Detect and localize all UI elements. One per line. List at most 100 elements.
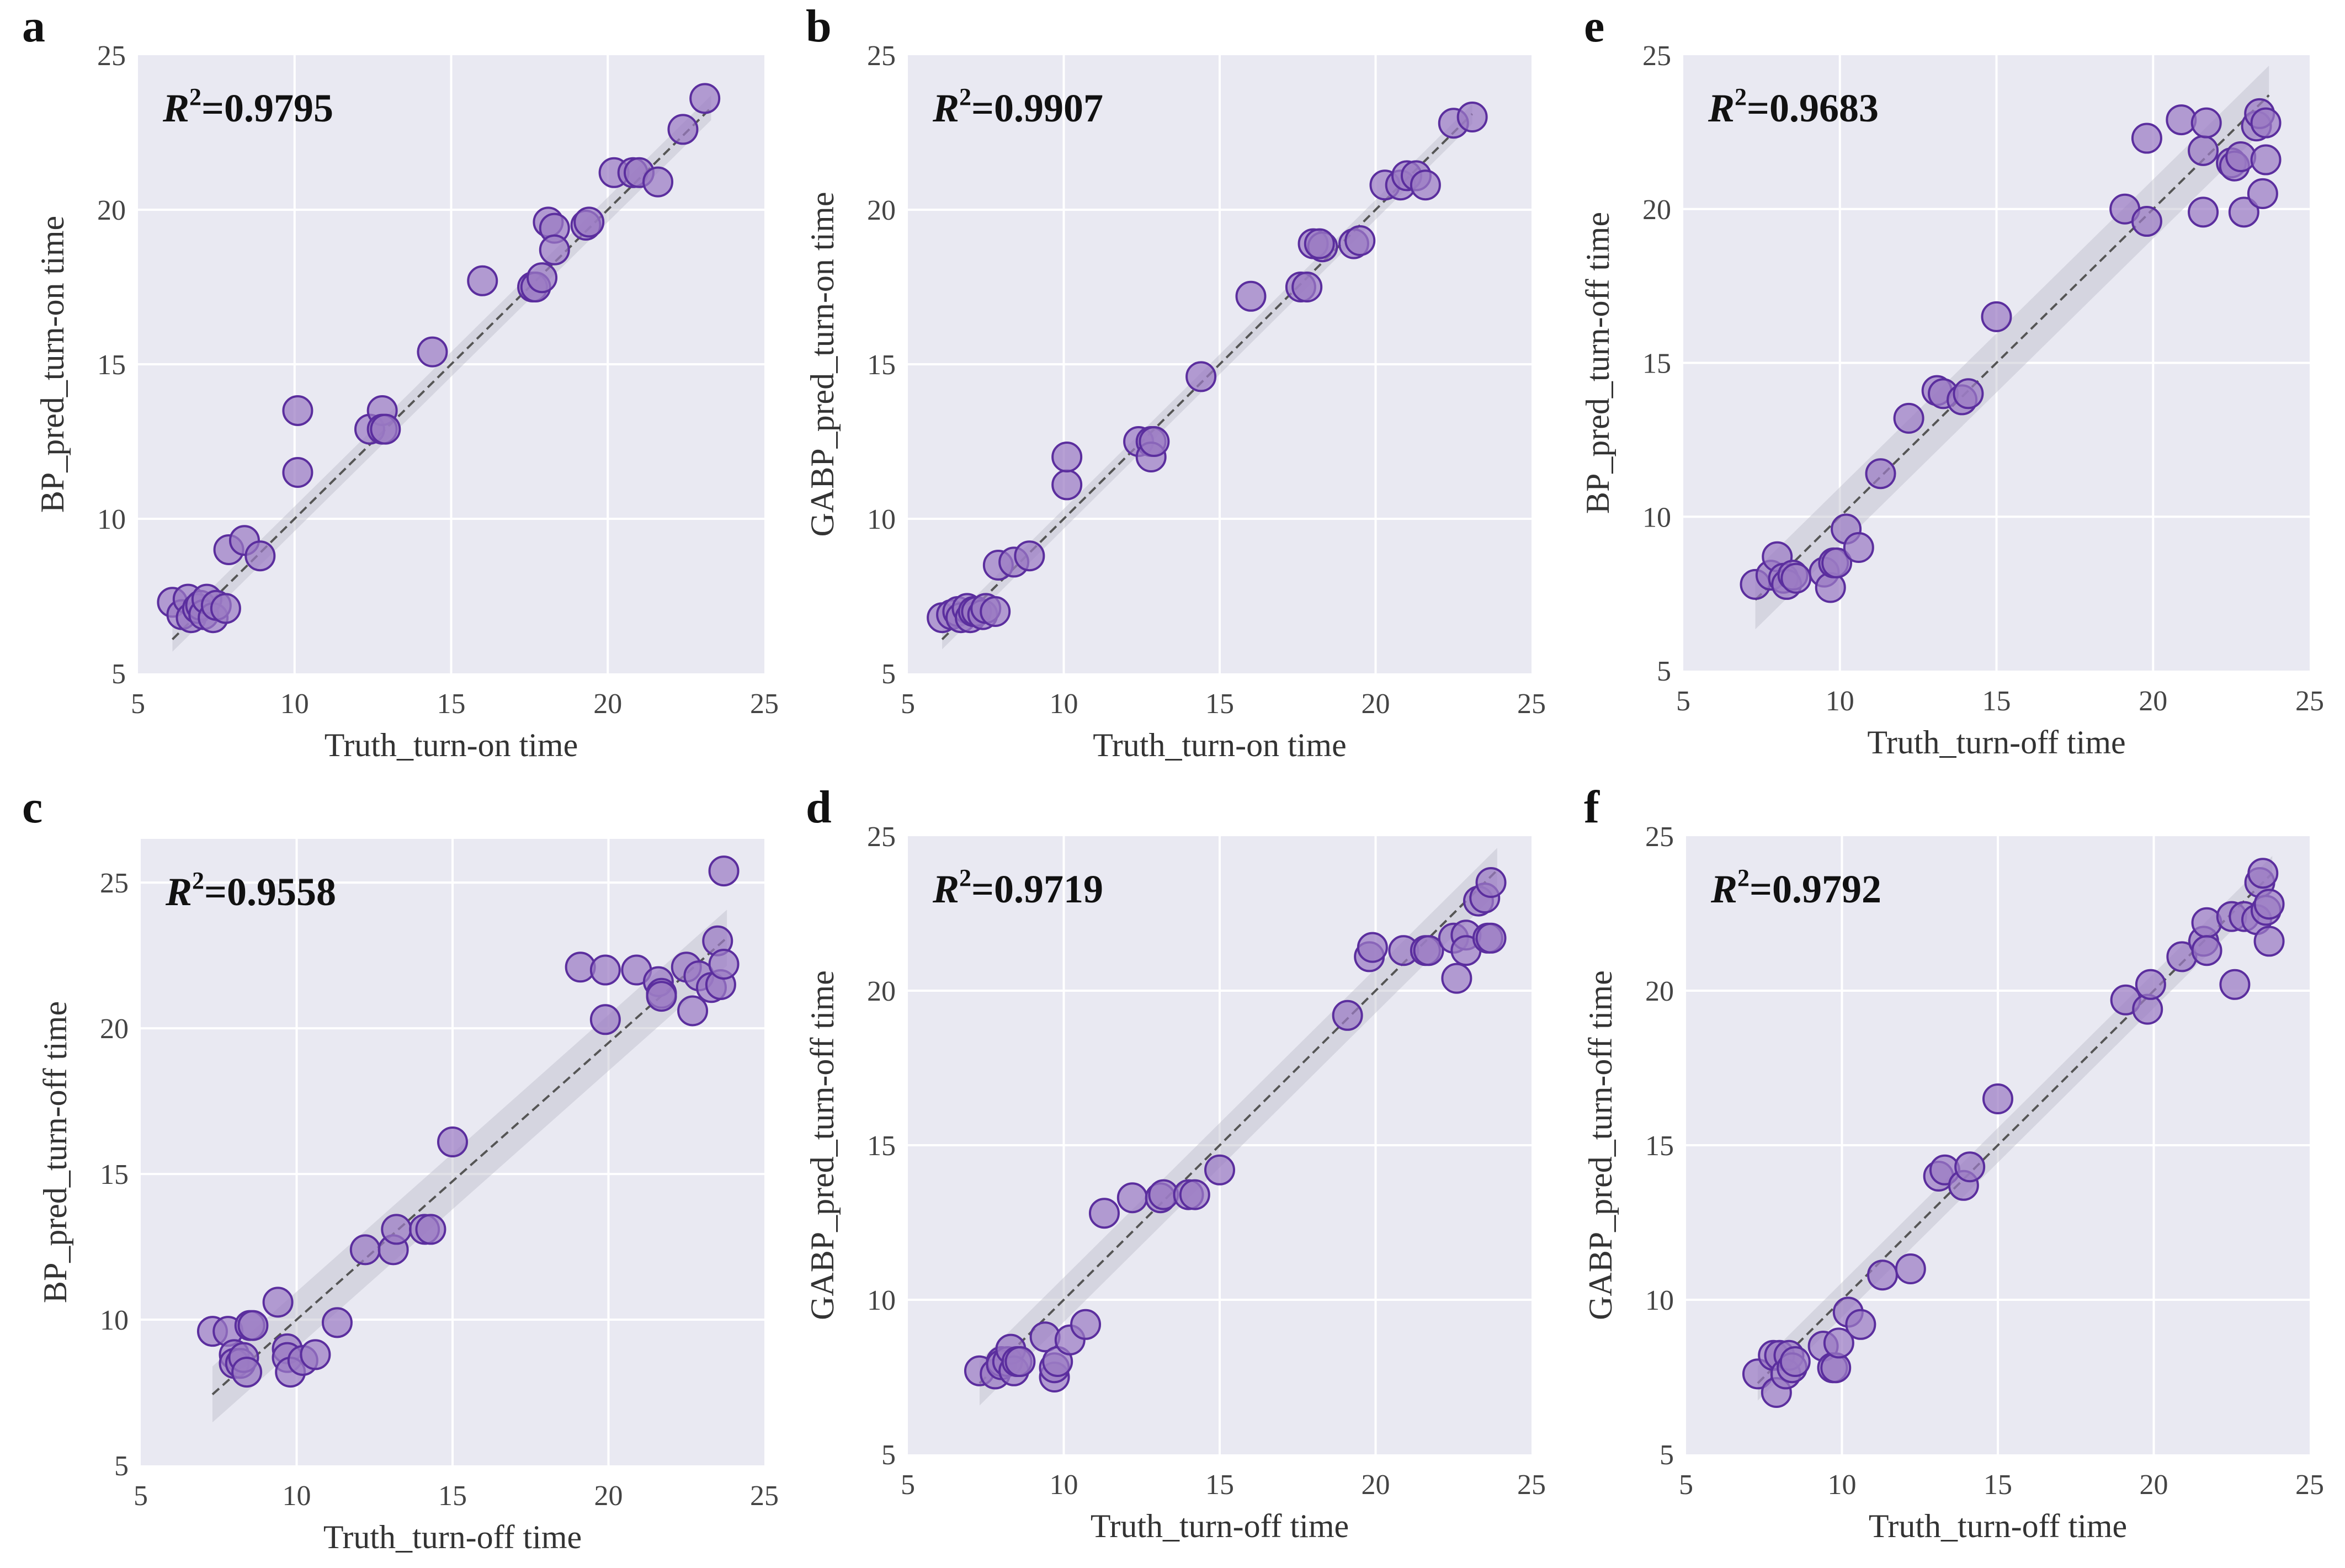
x-tick-label: 5 [1679, 1469, 1693, 1501]
x-tick-label: 5 [1676, 685, 1690, 717]
y-axis-label: GABP_pred_turn-on time [804, 192, 841, 537]
data-point [1475, 922, 1507, 954]
x-tick-label: 20 [593, 688, 622, 720]
y-tick-label: 20 [1642, 194, 1671, 226]
panel-c: 5 10 15 20 25 5 10 15 20 25 Truth_turn-off time BP_… [22, 782, 779, 1555]
x-tick-label: 15 [1205, 688, 1234, 720]
x-tick-label: 20 [594, 1480, 623, 1512]
y-tick-label: 10 [867, 504, 896, 535]
y-tick-label: 15 [1642, 348, 1671, 380]
data-point [1954, 1151, 1986, 1183]
y-tick-label: 5 [114, 1450, 129, 1482]
r2-annotation: R2=0.9719 [932, 864, 1103, 911]
data-point [1895, 1253, 1926, 1284]
data-point [2253, 889, 2285, 920]
x-tick-label: 20 [1362, 688, 1390, 720]
fit-line [211, 937, 728, 1395]
x-tick-label: 15 [437, 688, 466, 720]
r2-value: =0.9558 [204, 870, 336, 914]
y-tick-label: 10 [1642, 502, 1671, 533]
data-point [2250, 144, 2282, 176]
y-tick-label: 10 [867, 1285, 896, 1316]
data-point [1185, 361, 1217, 392]
data-point [1235, 280, 1267, 312]
data-point [646, 981, 677, 1012]
data-point [1441, 963, 1472, 994]
r2-annotation: R2=0.9795 [162, 83, 333, 130]
data-point [1867, 1259, 1898, 1291]
panel-a: 5 10 15 20 25 5 10 15 20 25 Truth_turn-on time BP_p… [22, 1, 779, 763]
data-point [708, 949, 740, 980]
r2-symbol: R [932, 86, 959, 130]
data-point [1304, 228, 1335, 259]
y-tick-label: 20 [1645, 976, 1674, 1007]
data-point [321, 1307, 353, 1338]
r2-superscript: 2 [959, 83, 971, 110]
data-point [677, 995, 709, 1027]
y-tick-label: 20 [867, 195, 896, 226]
data-point [370, 413, 401, 445]
x-axis-label: Truth_turn-on time [325, 727, 578, 763]
data-point [1344, 225, 1376, 256]
data-point [1332, 1000, 1363, 1031]
panel-letter: b [806, 1, 832, 52]
r2-annotation: R2=0.9558 [165, 867, 336, 914]
x-tick-label: 25 [2295, 1469, 2324, 1501]
x-tick-label: 25 [750, 1480, 779, 1512]
x-tick-label: 15 [1984, 1469, 2012, 1501]
x-axis-label: Truth_turn-on time [1093, 727, 1346, 763]
data-point [708, 855, 740, 887]
r2-symbol: R [162, 86, 189, 130]
data-point [2247, 178, 2278, 209]
data-point [2191, 935, 2222, 966]
x-tick-label: 25 [1517, 688, 1546, 720]
confidence-band [212, 910, 727, 1423]
data-point [282, 395, 313, 426]
panel-b: 5 10 15 20 25 5 10 15 20 25 Truth_turn-on time GABP… [804, 1, 1546, 763]
data-point [573, 206, 605, 238]
r2-symbol: R [1708, 86, 1735, 130]
data-point [1179, 1179, 1210, 1210]
r2-value: =0.9683 [1747, 86, 1879, 130]
r2-symbol: R [932, 867, 959, 911]
data-point [282, 457, 313, 488]
panel-letter: e [1584, 1, 1604, 52]
data-point [689, 83, 721, 114]
data-point [244, 540, 276, 572]
panel-letter: f [1584, 782, 1600, 833]
y-axis-label: GABP_pred_turn-off time [1582, 970, 1619, 1320]
y-tick-label: 5 [111, 658, 126, 690]
x-axis-label: Truth_turn-off time [1091, 1508, 1349, 1544]
r2-superscript: 2 [192, 867, 204, 894]
x-tick-label: 20 [2139, 685, 2167, 717]
x-tick-label: 20 [1362, 1469, 1390, 1501]
data-point [642, 166, 674, 198]
data-point [539, 234, 570, 265]
data-point [1410, 169, 1441, 201]
data-point [1004, 1346, 1036, 1377]
data-point [262, 1287, 294, 1318]
fit-line [1757, 872, 2273, 1384]
data-point [381, 1214, 412, 1245]
data-point [980, 596, 1011, 627]
data-point [1051, 442, 1083, 472]
data-point [2188, 196, 2219, 228]
y-tick-label: 15 [1645, 1130, 1674, 1162]
panel-e: 5 10 15 20 25 5 10 15 20 25 Truth_turn-off time BP_… [1580, 1, 2324, 761]
y-tick-label: 25 [97, 40, 126, 72]
y-axis-label: GABP_pred_turn-off time [804, 970, 841, 1320]
r2-superscript: 2 [189, 83, 201, 110]
data-point [1982, 1083, 2013, 1114]
data-point [210, 593, 241, 624]
r2-annotation: R2=0.9792 [1710, 864, 1881, 911]
data-point [589, 954, 621, 986]
data-point [1845, 1309, 1876, 1340]
r2-superscript: 2 [1735, 83, 1747, 110]
y-tick-label: 25 [100, 868, 129, 899]
x-tick-label: 25 [1517, 1469, 1546, 1501]
r2-annotation: R2=0.9683 [1708, 83, 1879, 130]
data-point [2188, 135, 2219, 166]
y-tick-label: 25 [1645, 821, 1674, 853]
x-tick-label: 20 [2140, 1469, 2168, 1501]
